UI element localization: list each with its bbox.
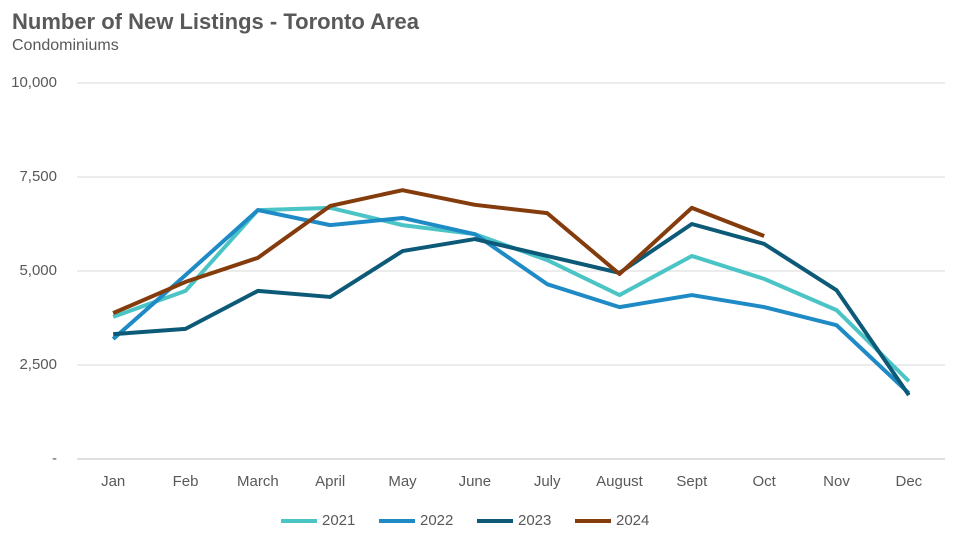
chart-subtitle: Condominiums bbox=[12, 37, 119, 54]
x-tick-label: Oct bbox=[752, 473, 776, 490]
y-tick-label: 7,500 bbox=[19, 168, 57, 185]
y-tick-label: 10,000 bbox=[11, 74, 57, 91]
y-tick-label: 2,500 bbox=[19, 356, 57, 373]
x-tick-label: July bbox=[534, 473, 561, 490]
x-tick-label: Feb bbox=[173, 473, 199, 490]
x-tick-label: April bbox=[315, 473, 345, 490]
x-tick-label: August bbox=[596, 473, 644, 490]
legend-label: 2022 bbox=[420, 512, 453, 529]
x-tick-label: Jan bbox=[101, 473, 125, 490]
x-tick-label: Dec bbox=[895, 473, 922, 490]
series-line bbox=[111, 208, 911, 395]
chart-title: Number of New Listings - Toronto Area bbox=[12, 9, 420, 34]
series-line bbox=[113, 222, 911, 397]
series-line bbox=[112, 188, 765, 315]
legend-label: 2021 bbox=[322, 512, 355, 529]
y-tick-label: - bbox=[52, 450, 57, 467]
x-tick-label: Sept bbox=[676, 473, 708, 490]
legend-label: 2024 bbox=[616, 512, 649, 529]
x-tick-label: June bbox=[459, 473, 492, 490]
y-tick-label: 5,000 bbox=[19, 262, 57, 279]
x-tick-label: Nov bbox=[823, 473, 850, 490]
legend-label: 2023 bbox=[518, 512, 551, 529]
x-tick-label: May bbox=[388, 473, 417, 490]
x-tick-label: March bbox=[237, 473, 279, 490]
